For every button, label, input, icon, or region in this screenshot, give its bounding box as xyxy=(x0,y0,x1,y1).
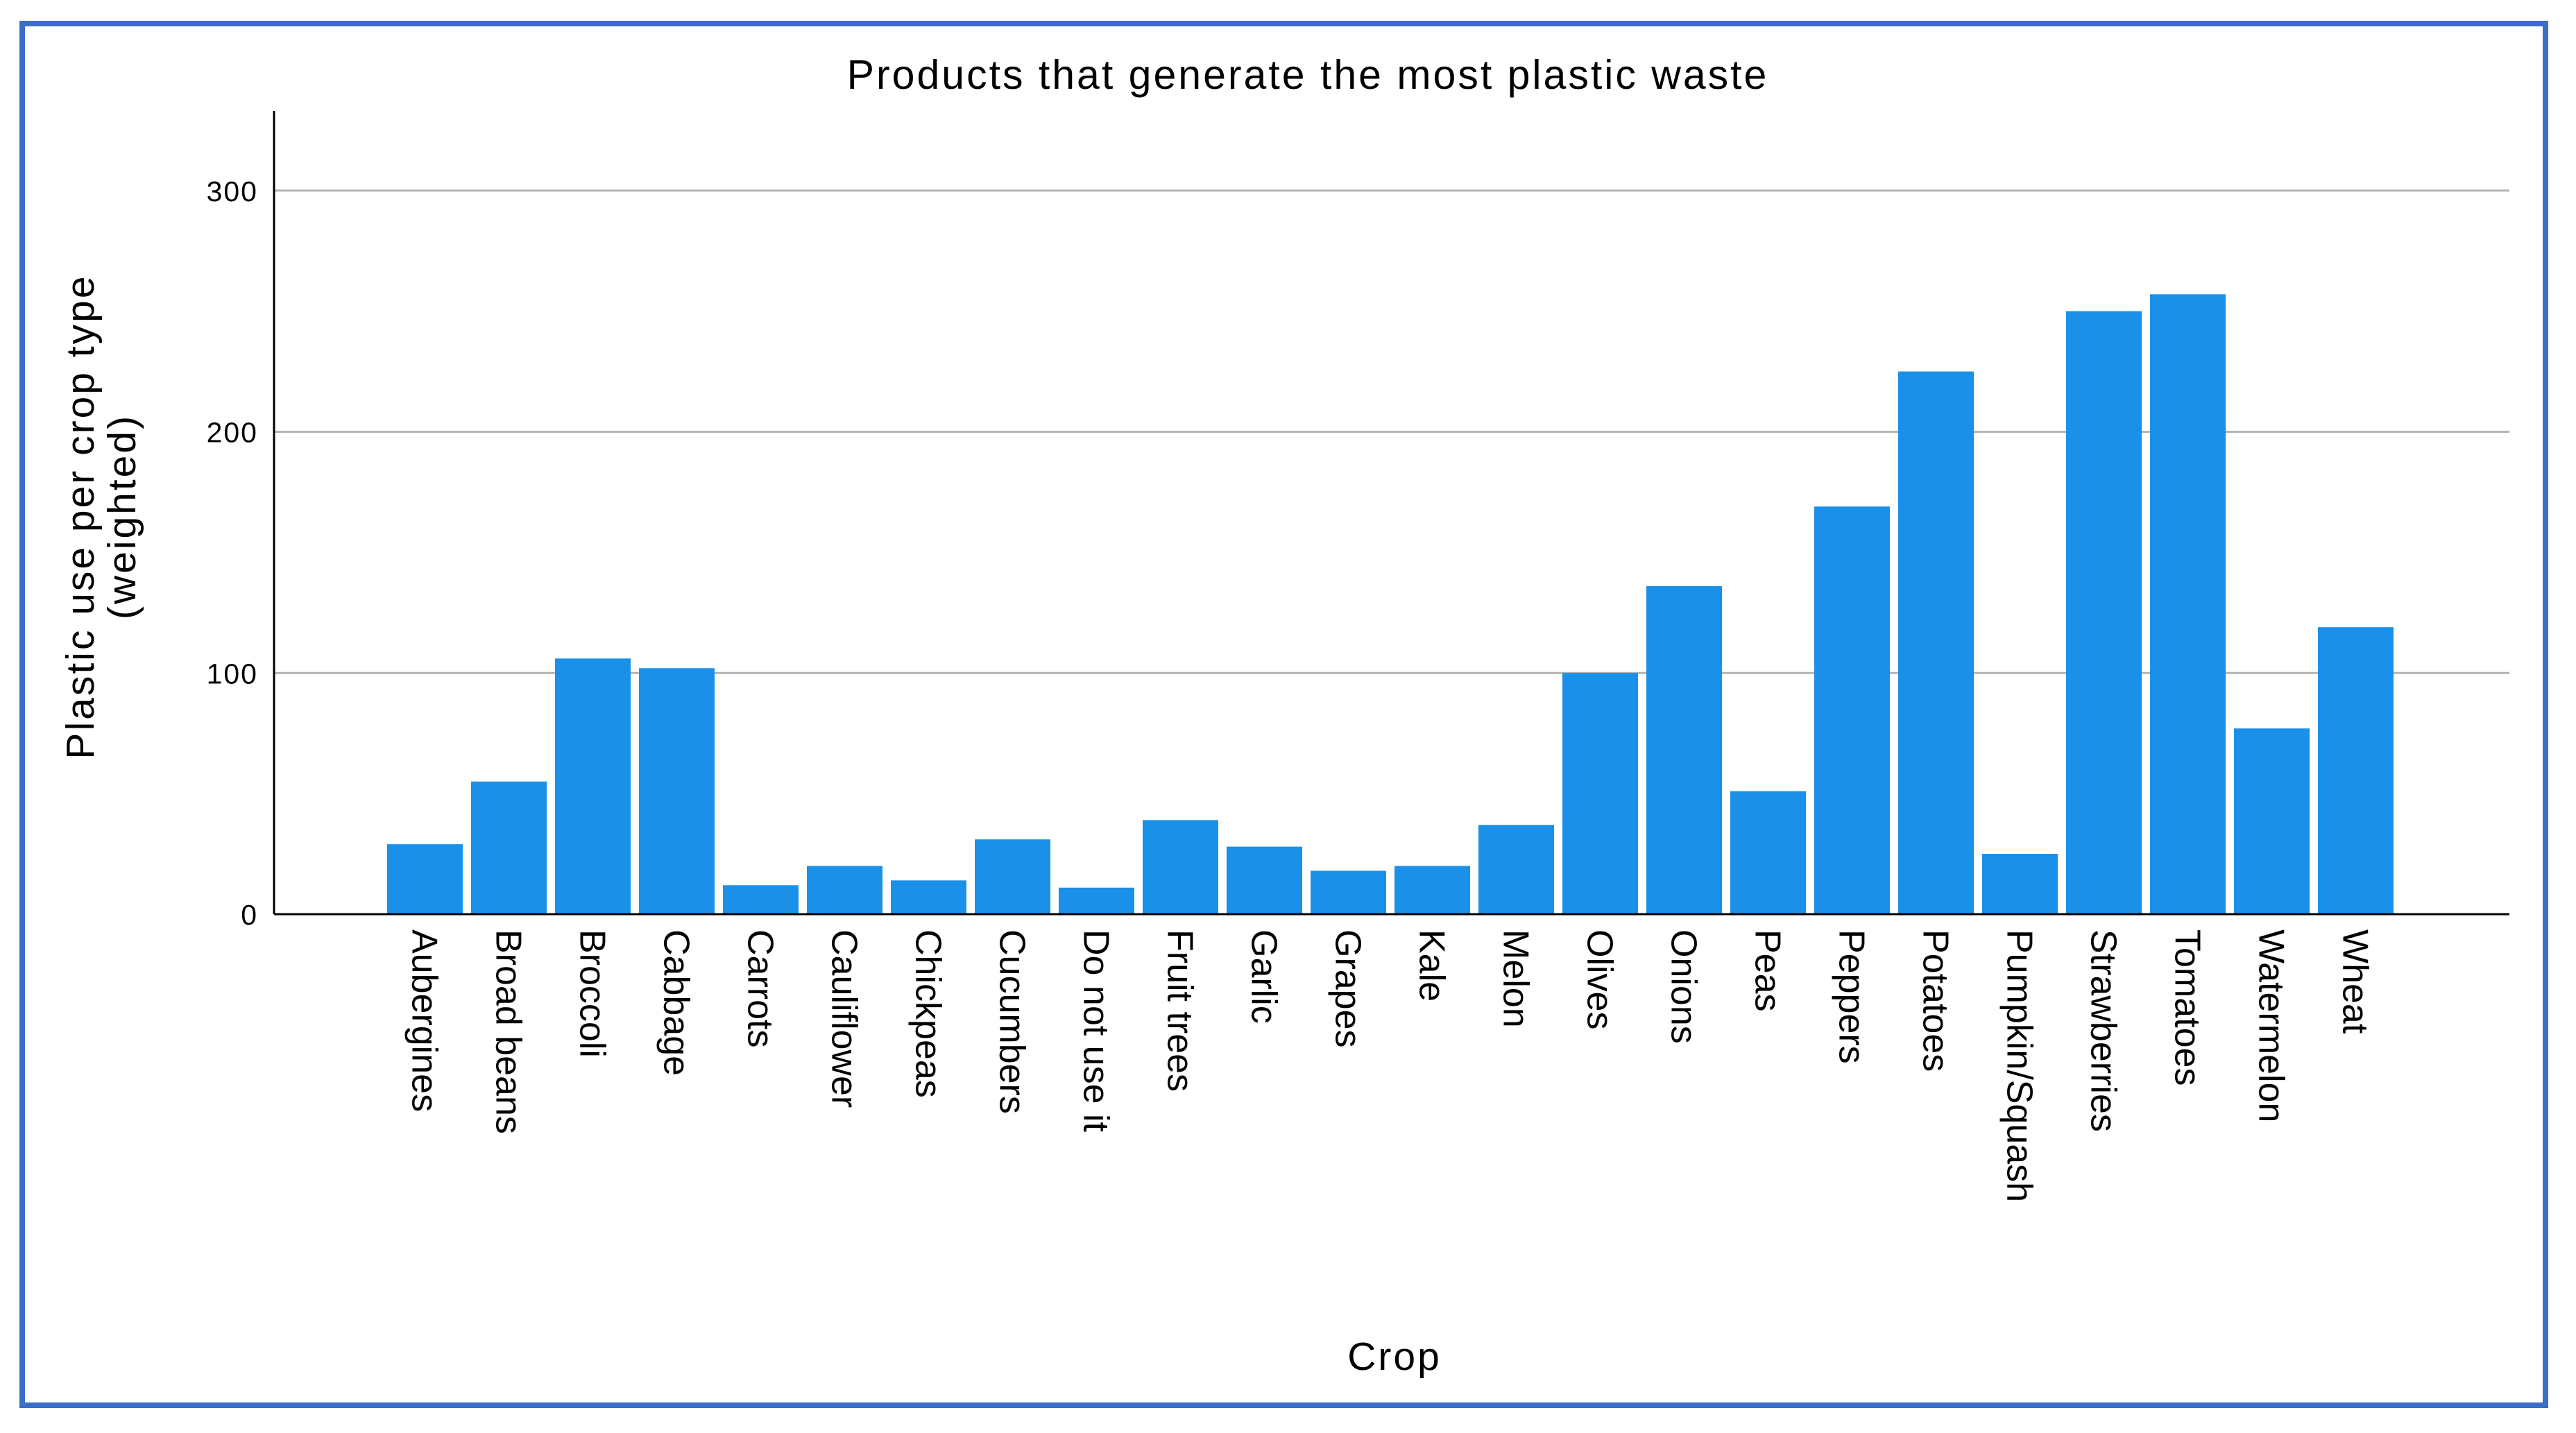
y-tick-label: 100 xyxy=(207,658,258,689)
bar xyxy=(1394,866,1470,914)
x-tick-label: Peppers xyxy=(1832,929,1872,1064)
x-tick-label: Broccoli xyxy=(572,929,613,1058)
bar xyxy=(1059,887,1134,914)
y-tick-label: 300 xyxy=(207,175,258,207)
bar xyxy=(1562,673,1638,914)
x-tick-label: Cucumbers xyxy=(992,929,1032,1114)
bar xyxy=(1730,791,1806,914)
bar xyxy=(2234,728,2310,914)
bar xyxy=(975,839,1050,914)
x-tick-label: Olives xyxy=(1580,929,1620,1029)
x-axis-label: Crop xyxy=(1347,1335,1442,1379)
x-tick-label: Onions xyxy=(1664,929,1704,1044)
x-tick-label: Broad beans xyxy=(488,929,529,1134)
x-tick-label: Melon xyxy=(1496,929,1536,1028)
x-tick-label: Watermelon xyxy=(2251,929,2292,1122)
x-tick-label: Do not use it xyxy=(1076,929,1116,1132)
x-tick-label: Chickpeas xyxy=(908,929,948,1098)
bar xyxy=(2150,294,2226,914)
bar xyxy=(1227,846,1302,914)
x-tick-label: Aubergines xyxy=(404,929,445,1112)
x-tick-label: Potatoes xyxy=(1916,929,1956,1072)
x-tick-label: Pumpkin/Squash xyxy=(1999,929,2040,1202)
x-tick-labels: Aubergines Broad beans Broccoli Cabbage Carr… xyxy=(404,929,2375,1202)
chart-title: Products that generate the most plastic … xyxy=(847,52,1769,98)
y-axis-label-line2: (weighted) xyxy=(100,414,144,619)
x-tick-label: Peas xyxy=(1748,929,1788,1012)
y-tick-labels: 0 100 200 300 xyxy=(207,175,258,931)
x-tick-label: Wheat xyxy=(2335,929,2375,1034)
x-tick-label: Garlic xyxy=(1244,929,1284,1024)
bar xyxy=(387,844,463,914)
bar xyxy=(1311,870,1386,914)
bar xyxy=(891,880,966,914)
bar xyxy=(1143,820,1218,914)
x-tick-label: Cauliflower xyxy=(824,929,864,1108)
bar xyxy=(2318,627,2394,914)
x-tick-label: Carrots xyxy=(740,929,781,1047)
bar xyxy=(1898,371,1974,914)
bars xyxy=(387,294,2394,915)
bar xyxy=(1814,506,1890,914)
bar xyxy=(723,885,799,914)
bar xyxy=(2066,311,2142,915)
x-tick-label: Cabbage xyxy=(656,929,697,1076)
y-axis-label: Plastic use per crop type (weighted) xyxy=(58,274,144,759)
bar xyxy=(807,866,882,914)
x-tick-label: Tomatoes xyxy=(2167,929,2208,1086)
bar xyxy=(1478,825,1554,914)
bar xyxy=(1646,586,1722,914)
x-tick-label: Kale xyxy=(1412,929,1452,1002)
bar xyxy=(1982,854,2058,914)
y-tick-label: 0 xyxy=(241,899,258,931)
y-tick-label: 200 xyxy=(207,417,258,449)
x-tick-label: Fruit trees xyxy=(1160,929,1200,1092)
axes xyxy=(273,111,2509,916)
bar xyxy=(471,781,547,914)
y-axis-label-line1: Plastic use per crop type xyxy=(58,274,103,759)
bar xyxy=(639,668,715,914)
bar xyxy=(555,658,631,914)
x-tick-label: Grapes xyxy=(1328,929,1368,1048)
x-tick-label: Strawberries xyxy=(2083,929,2124,1132)
